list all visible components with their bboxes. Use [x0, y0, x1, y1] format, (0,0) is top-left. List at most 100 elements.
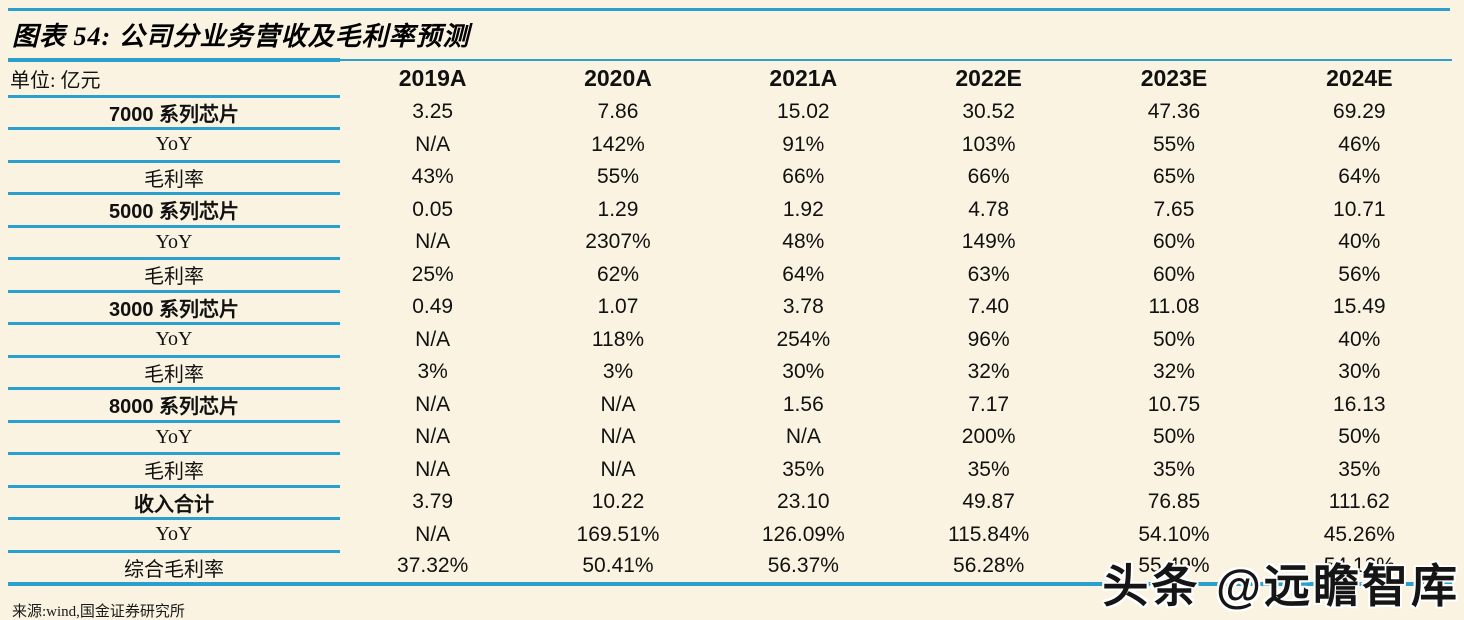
cell-value: N/A	[415, 457, 451, 481]
cell-value: 10.22	[591, 490, 645, 514]
cell-value: 0.05	[412, 197, 454, 221]
row-label: 收入合计	[8, 484, 340, 519]
table-row: 8000 系列芯片 N/A N/A 1.56 7.17 10.75 16.13	[8, 387, 1452, 421]
cell-value: 56.37%	[767, 554, 839, 578]
row-label: YoY	[8, 322, 340, 356]
table-row: YoY N/A 2307% 48% 149% 60% 40%	[8, 224, 1452, 259]
cell-value: 50%	[1338, 425, 1381, 449]
table-row: 毛利率 3% 3% 30% 32% 32% 30%	[8, 354, 1452, 389]
cell-value: 37.32%	[397, 554, 469, 578]
cell-value: 11.08	[1148, 295, 1200, 319]
cell-value: 10.75	[1147, 392, 1201, 416]
row-label: YoY	[8, 224, 340, 259]
row-label: 8000 系列芯片	[8, 387, 340, 421]
cell-value: 50%	[1152, 425, 1195, 449]
cell-value: 69.29	[1333, 100, 1386, 124]
cell-value: N/A	[415, 230, 451, 254]
table-row: 毛利率 25% 62% 64% 63% 60% 56%	[8, 257, 1452, 291]
row-label: 毛利率	[8, 452, 340, 486]
cell-value: N/A	[600, 425, 636, 449]
unit-label: 单位: 亿元	[8, 58, 340, 96]
table-row: 3000 系列芯片 0.49 1.07 3.78 7.40 11.08 15.49	[8, 289, 1452, 324]
cell-value: 43%	[411, 165, 454, 189]
cell-value: 1.56	[782, 392, 824, 416]
cell-value: 10.71	[1333, 197, 1386, 221]
cell-value: 50.41%	[582, 554, 654, 578]
cell-value: 15.02	[777, 100, 830, 124]
cell-value: 200%	[961, 425, 1016, 449]
column-header-2022e: 2022E	[895, 59, 1082, 96]
cell-value: 96%	[967, 327, 1010, 351]
cell-value: 7.86	[597, 100, 639, 124]
column-header-2021a: 2021A	[710, 59, 896, 96]
cell-value: 40%	[1338, 230, 1381, 254]
table-row: YoY N/A 169.51% 126.09% 115.84% 54.10% 45.26%	[8, 517, 1452, 551]
row-label: YoY	[8, 517, 340, 551]
row-label: 5000 系列芯片	[8, 192, 340, 226]
cell-value: 40%	[1338, 327, 1381, 351]
cell-value: 55%	[1152, 132, 1195, 156]
cell-value: 48%	[782, 230, 825, 254]
cell-value: 3.25	[412, 100, 454, 124]
cell-value: 60%	[1152, 230, 1195, 254]
row-label: 毛利率	[8, 159, 340, 194]
table-row: YoY N/A N/A N/A 200% 50% 50%	[8, 419, 1452, 454]
table-body: 7000 系列芯片 3.25 7.86 15.02 30.52 47.36 69.29 YoY…	[8, 94, 1452, 584]
cell-value: 45.26%	[1323, 522, 1395, 546]
cell-value: N/A	[415, 327, 451, 351]
cell-value: 49.87	[962, 490, 1015, 514]
cell-value: 115.84%	[947, 522, 1030, 546]
cell-value: 7.17	[968, 392, 1010, 416]
row-label: 综合毛利率	[8, 549, 340, 584]
cell-value: 65%	[1152, 165, 1195, 189]
table-row: 7000 系列芯片 3.25 7.86 15.02 30.52 47.36 69.29	[8, 94, 1452, 129]
cell-value: 46%	[1338, 132, 1381, 156]
row-label: YoY	[8, 127, 340, 161]
cell-value: 0.49	[412, 295, 454, 319]
row-label: 3000 系列芯片	[8, 289, 340, 324]
cell-value: 7.40	[968, 295, 1010, 319]
row-label: 毛利率	[8, 257, 340, 291]
column-header-2019a: 2019A	[340, 59, 526, 96]
cell-value: 142%	[591, 132, 645, 156]
cell-value: 60%	[1152, 262, 1195, 286]
cell-value: 1.07	[597, 295, 639, 319]
cell-value: 56%	[1338, 262, 1381, 286]
top-divider	[8, 8, 1450, 11]
cell-value: 103%	[961, 132, 1016, 156]
forecast-table: 单位: 亿元 2019A 2020A 2021A 2022E 2023E 202…	[8, 58, 1452, 586]
cell-value: 3.78	[782, 295, 824, 319]
cell-value: 1.29	[597, 197, 639, 221]
cell-value: 54.12%	[1323, 554, 1395, 578]
cell-value: 1.92	[782, 197, 824, 221]
column-header-2020a: 2020A	[525, 59, 711, 96]
cell-value: 66%	[967, 165, 1010, 189]
cell-value: 55.49%	[1138, 554, 1210, 578]
cell-value: N/A	[415, 392, 451, 416]
row-label: 7000 系列芯片	[8, 94, 340, 129]
cell-value: 54.10%	[1138, 522, 1210, 546]
cell-value: 254%	[776, 327, 831, 351]
cell-value: 118%	[591, 327, 645, 351]
source-note: 来源:wind,国金证券研究所	[12, 603, 185, 620]
cell-value: 149%	[961, 230, 1016, 254]
cell-value: 3%	[417, 360, 448, 384]
cell-value: N/A	[785, 425, 821, 449]
cell-value: 30.52	[962, 100, 1015, 124]
figure-title: 图表 54: 公司分业务营收及毛利率预测	[12, 22, 470, 51]
cell-value: 4.78	[968, 197, 1010, 221]
cell-value: 66%	[782, 165, 825, 189]
row-label: YoY	[8, 419, 340, 454]
cell-value: 35%	[1152, 457, 1195, 481]
cell-value: 111.62	[1328, 490, 1390, 514]
cell-value: 64%	[782, 262, 825, 286]
cell-value: 169.51%	[576, 522, 660, 546]
cell-value: N/A	[415, 522, 451, 546]
cell-value: N/A	[600, 392, 636, 416]
table-row: YoY N/A 142% 91% 103% 55% 46%	[8, 127, 1452, 161]
cell-value: 55%	[596, 165, 639, 189]
cell-value: 30%	[782, 360, 825, 384]
cell-value: 35%	[967, 457, 1010, 481]
cell-value: N/A	[415, 425, 451, 449]
